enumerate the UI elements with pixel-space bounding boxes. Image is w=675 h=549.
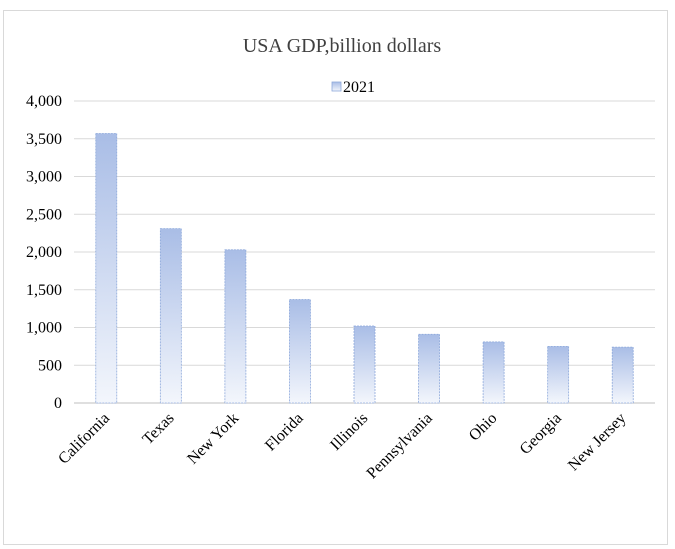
x-tick-label: Georgia xyxy=(517,410,565,458)
x-tick-label: Florida xyxy=(262,410,307,455)
x-tick-label: Pennsylvania xyxy=(364,410,436,482)
y-tick-label: 1,000 xyxy=(26,320,62,337)
y-tick-label: 3,500 xyxy=(26,131,62,148)
y-axis-ticks: 0 500 1,000 1,500 2,000 2,500 3,000 3,500 4,000 xyxy=(26,93,62,412)
bar-pennsylvania xyxy=(418,333,440,404)
x-tick-label: Ohio xyxy=(466,410,501,445)
x-tick-label: Illinois xyxy=(327,410,371,454)
y-tick-label: 500 xyxy=(38,357,62,374)
bar-georgia xyxy=(547,345,570,404)
y-tick-label: 3,000 xyxy=(26,169,62,186)
y-tick-label: 2,500 xyxy=(26,206,62,223)
y-tick-label: 0 xyxy=(54,395,62,412)
x-tick-label: New York xyxy=(184,410,242,468)
bars xyxy=(95,133,634,404)
bar-new-jersey xyxy=(611,346,634,404)
chart-title: USA GDP,billion dollars xyxy=(243,35,442,57)
bar-illinois xyxy=(353,325,376,404)
bar-florida xyxy=(289,299,311,404)
legend-label: 2021 xyxy=(343,79,375,96)
bar-new-york xyxy=(224,249,247,404)
x-axis-ticks: California Texas New York Florida IllinoisPe… xyxy=(55,410,629,482)
bar-california xyxy=(95,133,118,404)
x-tick-label: California xyxy=(55,410,113,468)
legend: 2021 xyxy=(331,79,375,96)
bar-texas xyxy=(159,228,182,404)
y-tick-label: 4,000 xyxy=(26,93,62,110)
x-tick-label: Texas xyxy=(139,410,177,448)
legend-swatch xyxy=(331,81,342,92)
x-tick-label: New Jersey xyxy=(565,410,629,474)
y-tick-label: 2,000 xyxy=(26,244,62,261)
bar-ohio xyxy=(482,341,505,404)
y-tick-label: 1,500 xyxy=(26,282,62,299)
